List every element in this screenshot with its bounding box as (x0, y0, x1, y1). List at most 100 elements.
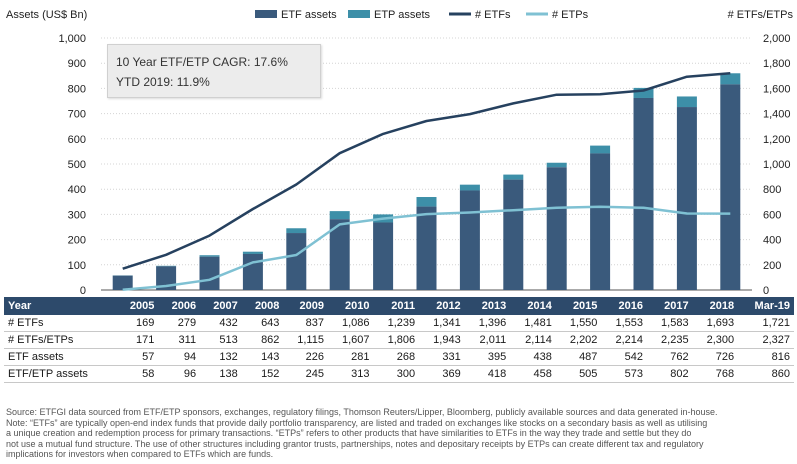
etf-assets-bar (546, 167, 567, 290)
legend-swatch (348, 10, 370, 18)
table-cell: 1,239 (373, 315, 420, 332)
etp-assets-bar (546, 162, 567, 168)
row-label: # ETFs/ETPs (4, 331, 117, 349)
legend-label: ETF assets (281, 9, 337, 21)
table-cell: 1,943 (419, 331, 465, 349)
table-cell: 2,202 (555, 331, 602, 349)
combo-chart: Assets (US$ Bn) # ETFs/ETPs 0 100 200 300 40… (6, 9, 793, 297)
note-line: implications for investors when compared… (6, 449, 274, 460)
table-cell: 281 (327, 348, 374, 366)
table-cell: 58 (116, 365, 159, 383)
footnotes: Source: ETFGI data sourced from ETF/ETP … (6, 407, 791, 460)
table-cell: 802 (647, 365, 693, 383)
etp-assets-bar (156, 265, 177, 267)
table-header-year: 2009 (283, 297, 328, 315)
table-cell: 2,235 (647, 331, 693, 349)
table-cell: 279 (158, 315, 201, 332)
table-cell: 138 (200, 365, 242, 383)
left-axis-ticks: 0 100 200 300 400 500 600 700 800 900 1,000 (58, 33, 86, 297)
table-cell: 245 (283, 365, 328, 383)
table-cell: 1,553 (601, 315, 647, 332)
etfs-count-line (122, 71, 731, 270)
etf-assets-bar (242, 253, 263, 290)
table-body: # ETFs 169 279 432 643 837 1,086 1,239 1,341 1,39… (4, 315, 794, 383)
table-cell: 94 (158, 348, 201, 366)
right-tick-label: 0 (763, 285, 769, 297)
etps-count-line (122, 205, 731, 291)
table-cell: 143 (241, 348, 284, 366)
table-header-year: 2011 (373, 297, 420, 315)
right-tick-label: 200 (763, 260, 781, 272)
cagr-line: 10 Year ETF/ETP CAGR: 17.6% (116, 55, 288, 69)
table-cell: 300 (373, 365, 420, 383)
table-header-year: 2016 (601, 297, 647, 315)
table-cell: 1,607 (327, 331, 374, 349)
left-tick-label: 0 (80, 285, 86, 297)
table-header-row: Year 2005 2006 2007 2008 2009 2010 2011 2012 2013… (4, 297, 794, 315)
table-row: ETF/ETP assets 58 96 138 152 245 313 300 369 418 4… (4, 365, 794, 383)
table-cell: 643 (241, 315, 284, 332)
right-tick-label: 1,800 (763, 58, 791, 70)
etp-assets-bar (503, 174, 524, 180)
etp-assets-bar (242, 251, 263, 254)
legend-label: # ETPs (552, 9, 589, 21)
table-header-year: 2014 (510, 297, 556, 315)
table-header-label: Year (4, 297, 117, 315)
table-cell: 1,086 (327, 315, 374, 332)
table-cell: 2,114 (510, 331, 556, 349)
right-axis-ticks: 0 200 400 600 800 1,000 1,200 1,400 1,600 1,800 2,… (763, 33, 791, 297)
table-cell: 542 (601, 348, 647, 366)
etp-assets-bar (329, 211, 350, 220)
table-cell: 169 (116, 315, 159, 332)
table-header-year: 2018 (692, 297, 739, 315)
table-header-year: 2010 (327, 297, 374, 315)
table-header-year: 2007 (200, 297, 242, 315)
etf-assets-bar (286, 233, 307, 290)
left-tick-label: 100 (68, 260, 86, 272)
etp-assets-bar (199, 255, 220, 257)
left-tick-label: 800 (68, 83, 86, 95)
table-cell: 505 (555, 365, 602, 383)
legend-label: # ETFs (475, 9, 511, 21)
etp-assets-bar (416, 197, 437, 207)
table-row: # ETFs/ETPs 171 311 513 862 1,115 1,607 1,806 1,… (4, 331, 794, 349)
left-tick-label: 600 (68, 134, 86, 146)
etf-assets-bar (633, 97, 654, 290)
table-cell: 726 (692, 348, 739, 366)
table-cell: 573 (601, 365, 647, 383)
table-cell: 1,481 (510, 315, 556, 332)
left-axis-title: Assets (US$ Bn) (6, 9, 87, 21)
left-tick-label: 900 (68, 58, 86, 70)
etf-assets-bar (590, 153, 611, 290)
table-cell: 837 (283, 315, 328, 332)
table-cell: 768 (692, 365, 739, 383)
table-cell: 57 (116, 348, 159, 366)
legend-label: ETP assets (374, 9, 431, 21)
etf-assets-bar (459, 190, 480, 290)
right-tick-label: 1,400 (763, 109, 791, 121)
table-cell: 369 (419, 365, 465, 383)
etf-assets-bar (676, 107, 697, 290)
table-header-year: 2006 (158, 297, 201, 315)
etp-assets-bar (720, 73, 741, 85)
table-cell: 152 (241, 365, 284, 383)
table-cell: 311 (158, 331, 201, 349)
left-tick-label: 700 (68, 109, 86, 121)
table-cell: 132 (200, 348, 242, 366)
etp-assets-bar (590, 145, 611, 154)
table-header-year: Mar-19 (738, 297, 794, 315)
table-header-year: 2013 (464, 297, 511, 315)
etf-assets-bar (503, 179, 524, 290)
table-cell: 1,341 (419, 315, 465, 332)
legend-swatch (255, 10, 277, 18)
table-cell: 2,214 (601, 331, 647, 349)
cagr-annotation-box: 10 Year ETF/ETP CAGR: 17.6% YTD 2019: 11… (107, 44, 321, 98)
table-cell: 438 (510, 348, 556, 366)
table-cell: 816 (738, 348, 794, 366)
right-tick-label: 1,000 (763, 159, 791, 171)
right-tick-label: 600 (763, 209, 781, 221)
row-label: # ETFs (4, 315, 117, 332)
table-cell: 432 (200, 315, 242, 332)
left-tick-label: 1,000 (58, 33, 86, 45)
legend: ETF assets ETP assets # ETFs # ETPs (255, 9, 589, 21)
